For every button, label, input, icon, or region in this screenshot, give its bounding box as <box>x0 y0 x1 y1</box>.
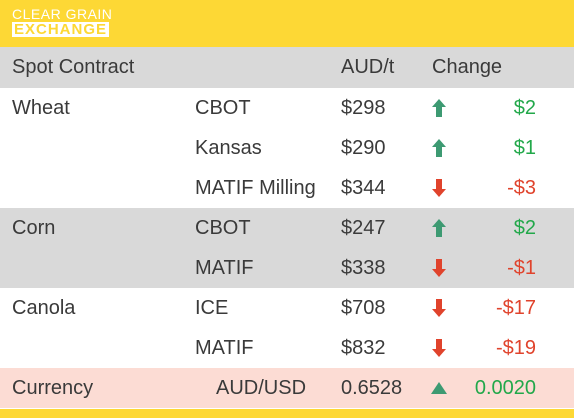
currency-rate: 0.6528 <box>341 376 403 399</box>
arrow-down-icon <box>430 328 448 368</box>
change-value: -$3 <box>507 176 536 199</box>
brand-banner: CLEAR GRAIN EXCHANGE <box>0 0 574 47</box>
arrow-up-icon <box>430 88 448 128</box>
table-row-corn-matif: MATIF $338 -$1 <box>0 248 574 288</box>
change-value: $1 <box>513 136 536 159</box>
exchange-name: Kansas <box>195 136 262 159</box>
price-value: $832 <box>341 336 386 359</box>
price-value: $290 <box>341 136 386 159</box>
exchange-name: MATIF <box>195 336 254 359</box>
change-value: -$17 <box>495 296 536 319</box>
commodity-name: Wheat <box>12 96 70 119</box>
price-value: $344 <box>341 176 386 199</box>
arrow-down-icon <box>430 168 448 208</box>
change-value: -$1 <box>507 256 536 279</box>
header-change: Change <box>432 56 503 78</box>
change-value: $2 <box>513 96 536 119</box>
arrow-down-icon <box>430 288 448 328</box>
exchange-name: ICE <box>195 296 229 319</box>
table-row-currency: Currency AUD/USD 0.6528 0.0020 <box>0 368 574 408</box>
exchange-name: MATIF Milling <box>195 176 316 199</box>
arrow-down-icon <box>430 248 448 288</box>
exchange-name: CBOT <box>195 96 251 119</box>
table-header: Spot Contract AUD/t Change <box>0 47 574 88</box>
currency-change: 0.0020 <box>474 376 536 399</box>
change-value: -$19 <box>495 336 536 359</box>
commodity-name: Canola <box>12 296 76 319</box>
price-value: $338 <box>341 256 386 279</box>
table-row-canola-ice: Canola ICE $708 -$17 <box>0 288 574 328</box>
logo-line-2: EXCHANGE <box>12 21 110 38</box>
exchange-name: CBOT <box>195 216 251 239</box>
logo-line-1: CLEAR GRAIN <box>12 6 113 22</box>
footer-bar <box>0 409 574 418</box>
clear-grain-exchange-logo: CLEAR GRAIN EXCHANGE <box>12 7 112 38</box>
triangle-up-icon <box>430 368 448 408</box>
table-row-wheat-kansas: Kansas $290 $1 <box>0 128 574 168</box>
price-value: $708 <box>341 296 386 319</box>
price-value: $247 <box>341 216 386 239</box>
arrow-up-icon <box>430 128 448 168</box>
commodity-name: Corn <box>12 216 56 239</box>
spot-contract-table: Spot Contract AUD/t Change Wheat CBOT $2… <box>0 47 574 408</box>
header-aud-per-tonne: AUD/t <box>341 56 395 78</box>
change-value: $2 <box>513 216 536 239</box>
table-row-wheat-cbot: Wheat CBOT $298 $2 <box>0 88 574 128</box>
exchange-name: MATIF <box>195 256 254 279</box>
currency-label: Currency <box>12 376 94 399</box>
table-row-corn-cbot: Corn CBOT $247 $2 <box>0 208 574 248</box>
currency-pair: AUD/USD <box>216 376 307 399</box>
table-row-canola-matif: MATIF $832 -$19 <box>0 328 574 368</box>
price-value: $298 <box>341 96 386 119</box>
arrow-up-icon <box>430 208 448 248</box>
table-row-wheat-matif-milling: MATIF Milling $344 -$3 <box>0 168 574 208</box>
header-spot-contract: Spot Contract <box>12 56 135 78</box>
